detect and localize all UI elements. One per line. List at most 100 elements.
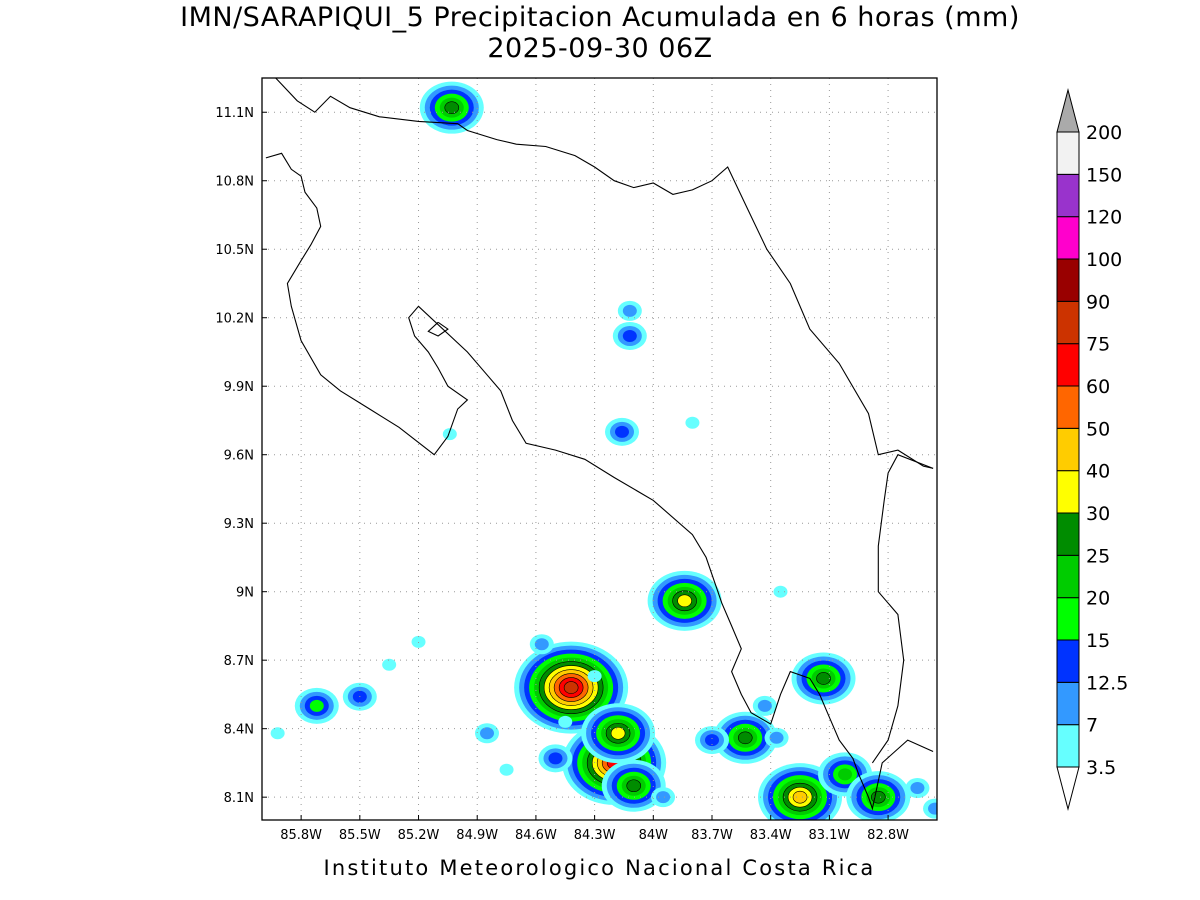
precip-cell <box>773 585 788 598</box>
lat-tick-label: 8.4N <box>224 723 254 738</box>
precip-cell <box>475 723 499 744</box>
lat-tick-label: 9.9N <box>224 380 254 395</box>
colorbar-level-label: 7 <box>1086 715 1098 737</box>
precip-cell <box>601 759 666 812</box>
precip-cell <box>923 798 937 819</box>
precip-cell <box>617 300 642 321</box>
precip-cell <box>411 635 426 648</box>
precip-contour <box>677 594 692 608</box>
precip-contour <box>442 428 457 441</box>
colorbar-swatch <box>1056 554 1080 599</box>
colorbar-top-arrow <box>1056 88 1080 133</box>
lon-tick-label: 84.3W <box>574 828 616 843</box>
lat-tick-label: 10.5N <box>215 243 254 258</box>
coastline <box>427 321 449 337</box>
precip-contour <box>499 763 514 776</box>
colorbar-level-label: 20 <box>1086 588 1110 610</box>
colorbar-level-label: 150 <box>1086 164 1122 186</box>
lat-tick-label: 11.1N <box>215 106 254 121</box>
precip-contour <box>792 790 808 804</box>
precip-cell <box>270 727 285 740</box>
precip-cell <box>514 641 629 734</box>
precip-contour <box>563 681 579 694</box>
colorbar-level-label: 15 <box>1086 630 1110 652</box>
lon-tick-label: 83.4W <box>750 828 792 843</box>
lon-tick-label: 84.9W <box>456 828 498 843</box>
precip-cell <box>647 570 722 631</box>
precip-contour <box>685 416 700 429</box>
map-subtitle-datetime: 2025-09-30 06Z <box>487 33 713 64</box>
colorbar-swatch <box>1056 385 1080 429</box>
map-title: IMN/SARAPIQUI_5 Precipitacion Acumulada … <box>180 2 1020 33</box>
lon-tick-label: 84W <box>639 828 669 843</box>
colorbar-level-label: 120 <box>1086 207 1122 229</box>
precip-contour <box>816 672 831 685</box>
precip-cell <box>764 727 789 748</box>
precip-cell <box>791 652 856 705</box>
precip-contour <box>910 782 925 795</box>
lat-tick-label: 8.1N <box>224 791 254 806</box>
colorbar-level-label: 3.5 <box>1086 757 1116 779</box>
precipitation-layer <box>270 81 937 820</box>
precip-cell <box>529 634 554 655</box>
precip-contour <box>610 726 626 740</box>
colorbar-level-label: 40 <box>1086 461 1110 483</box>
precip-cell <box>382 658 397 671</box>
precip-cell <box>294 687 339 724</box>
colorbar-level-label: 50 <box>1086 418 1110 440</box>
latitude-axis: 8.1N 8.4N 8.7N 9N 9.3N 9.6N 9.9N 10.2N 10.5N 10.8… <box>215 106 267 806</box>
colorbar-swatch <box>1056 300 1080 345</box>
precip-cell <box>651 787 676 808</box>
lat-tick-label: 9.6N <box>224 449 254 464</box>
precip-cell <box>905 778 930 799</box>
colorbar-legend: 3.5 7 12.5 15 20 25 30 40 50 60 75 90 100 120 150 200 <box>1056 88 1128 811</box>
precip-contour <box>382 658 397 671</box>
precip-contour <box>737 731 753 745</box>
colorbar-swatch <box>1056 681 1080 726</box>
precip-cell <box>612 321 647 350</box>
precip-cell <box>442 428 457 441</box>
precip-contour <box>558 715 573 728</box>
map-frame-border <box>261 77 938 821</box>
lon-tick-label: 85.2W <box>398 828 440 843</box>
lon-tick-label: 83.7W <box>691 828 733 843</box>
lon-tick-label: 85.5W <box>339 828 381 843</box>
precip-contour <box>548 752 563 765</box>
precip-contour <box>871 790 886 804</box>
colorbar-swatch <box>1056 343 1080 387</box>
precip-contour <box>928 802 937 815</box>
colorbar-level-label: 60 <box>1086 376 1110 398</box>
lat-tick-label: 9.3N <box>224 517 254 532</box>
precip-cell <box>419 81 484 134</box>
lon-tick-label: 83.1W <box>808 828 850 843</box>
precip-contour <box>626 779 642 793</box>
colorbar-swatch <box>1056 131 1080 175</box>
coastline <box>265 152 934 811</box>
precip-cell <box>558 715 573 728</box>
precip-contour <box>534 638 549 651</box>
precip-contour <box>480 727 494 740</box>
lon-tick-label: 85.8W <box>280 828 322 843</box>
precip-cell <box>846 771 911 820</box>
precip-contour <box>769 731 784 744</box>
lon-tick-label: 84.6W <box>515 828 557 843</box>
longitude-axis: 85.8W 85.5W 85.2W 84.9W 84.6W 84.3W 84W 83.7W 83… <box>280 815 909 843</box>
colorbar-level-label: 90 <box>1086 291 1110 313</box>
colorbar-swatch <box>1056 597 1080 641</box>
colorbar-swatch <box>1056 724 1080 768</box>
lat-tick-label: 10.2N <box>215 312 254 327</box>
coastline-layer <box>265 78 934 811</box>
colorbar-swatch <box>1056 512 1080 556</box>
colorbar-swatch <box>1056 258 1080 302</box>
precip-cell <box>752 695 777 716</box>
colorbar-swatch <box>1056 173 1080 218</box>
colorbar-level-label: 200 <box>1086 122 1122 144</box>
precip-contour <box>757 699 772 712</box>
footer-credit: Instituto Meteorologico Nacional Costa R… <box>323 856 876 880</box>
lat-tick-label: 8.7N <box>224 654 254 669</box>
precip-cell <box>499 763 514 776</box>
coastline <box>275 78 934 469</box>
precip-contour <box>411 635 426 648</box>
precip-contour <box>656 791 671 804</box>
